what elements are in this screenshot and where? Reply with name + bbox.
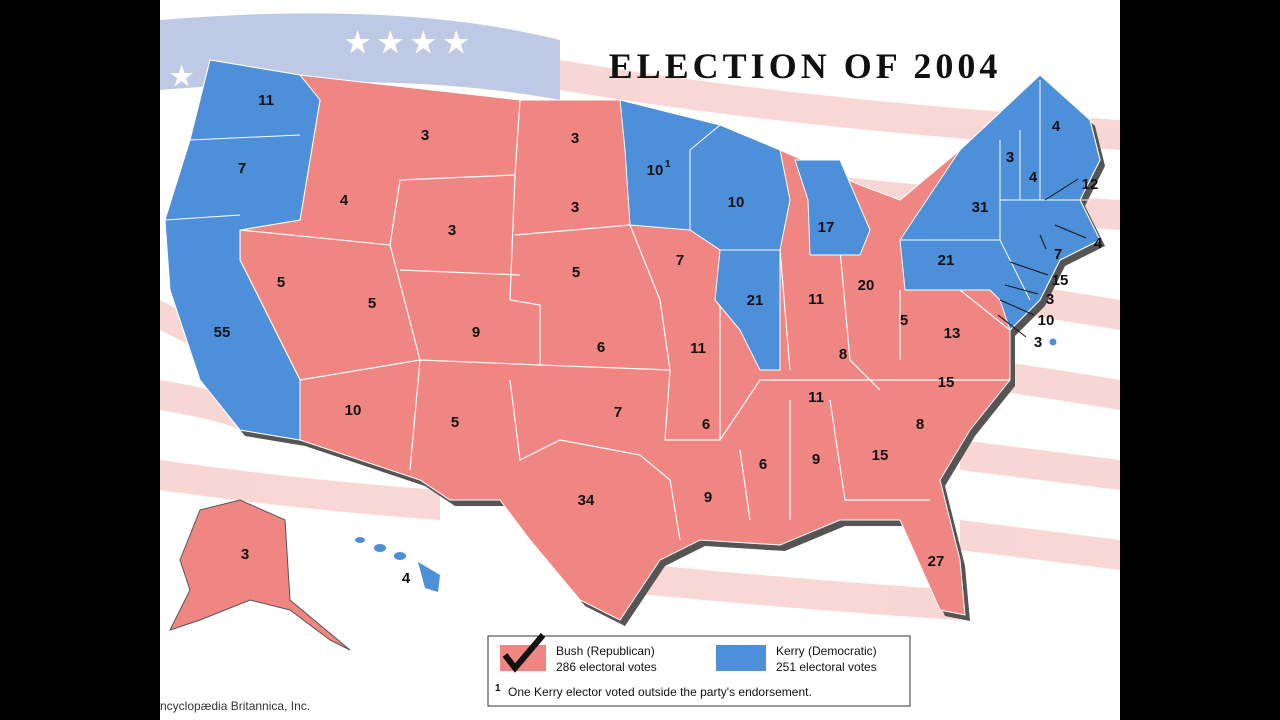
electoral-votes: 15 xyxy=(872,447,889,464)
electoral-votes: 6 xyxy=(759,456,767,473)
kerry-swatch xyxy=(716,645,766,671)
electoral-votes: 3 xyxy=(448,222,456,239)
legend-label: 286 electoral votes xyxy=(556,660,657,674)
state-borders-midwest xyxy=(689,124,780,251)
electoral-votes: 10 xyxy=(345,402,362,419)
electoral-votes: 11 xyxy=(808,389,824,406)
leader-line xyxy=(1039,234,1047,250)
hawaii-shape xyxy=(355,537,440,592)
electoral-votes: 5 xyxy=(277,274,285,291)
electoral-votes: 27 xyxy=(928,553,945,570)
electoral-votes: 21 xyxy=(747,292,764,309)
electoral-votes: 4 xyxy=(402,570,411,587)
legend-box xyxy=(487,635,911,707)
electoral-votes: 15 xyxy=(938,374,955,391)
electoral-votes: 4 xyxy=(1052,118,1061,135)
electoral-votes: 20 xyxy=(858,277,875,294)
electoral-votes: 5 xyxy=(900,312,908,329)
electoral-votes: 8 xyxy=(916,416,924,433)
state-borders-west xyxy=(164,134,301,221)
electoral-votes: 31 xyxy=(972,199,989,216)
electoral-votes: 4 xyxy=(340,192,349,209)
dc-dot xyxy=(1049,338,1057,346)
legend-label: Kerry (Democratic) xyxy=(776,644,877,658)
electoral-votes: 7 xyxy=(1054,246,1062,263)
electoral-votes: 7 xyxy=(238,160,246,177)
svg-text:★: ★ xyxy=(170,61,194,91)
footnote-ref: 1 xyxy=(665,159,671,170)
electoral-votes: 3 xyxy=(421,127,429,144)
electoral-votes: 4 xyxy=(1094,235,1103,252)
electoral-votes: 3 xyxy=(1046,291,1054,308)
electoral-votes: 3 xyxy=(571,199,579,216)
electoral-votes: 11 xyxy=(690,340,706,357)
leader-line xyxy=(999,299,1035,316)
electoral-votes: 5 xyxy=(572,264,580,281)
map-title: ELECTION OF 2004 xyxy=(609,46,1002,86)
electoral-votes: 3 xyxy=(241,546,249,563)
footnote-marker: 1 xyxy=(495,683,501,694)
leader-line xyxy=(1004,284,1039,295)
electoral-votes: 9 xyxy=(812,451,820,468)
electoral-votes: 5 xyxy=(451,414,459,431)
electoral-votes: 9 xyxy=(704,489,712,506)
state-borders-northeast xyxy=(900,80,1090,301)
footnote: One Kerry elector voted outside the part… xyxy=(508,685,812,699)
electoral-votes: 34 xyxy=(578,492,595,509)
credit: ncyclopædia Britannica, Inc. xyxy=(160,699,310,713)
electoral-votes: 10 xyxy=(728,194,745,211)
electoral-votes: 13 xyxy=(944,325,961,342)
alaska-shape xyxy=(169,499,351,651)
electoral-votes: 15 xyxy=(1052,272,1069,289)
electoral-votes: 8 xyxy=(839,346,847,363)
leader-line xyxy=(1044,178,1079,201)
electoral-votes: 21 xyxy=(938,252,955,269)
electoral-votes: 55 xyxy=(214,324,231,341)
electoral-votes: 11 xyxy=(258,92,274,109)
electoral-votes: 4 xyxy=(1029,169,1038,186)
legend: Bush (Republican) 286 electoral votes Ke… xyxy=(487,633,911,707)
electoral-votes: 7 xyxy=(676,252,684,269)
kerry-michigan xyxy=(794,159,871,256)
electoral-votes: 10 xyxy=(647,162,664,179)
leader-line xyxy=(997,314,1027,338)
electoral-votes: 17 xyxy=(818,219,835,236)
electoral-votes: 6 xyxy=(597,339,605,356)
leader-line xyxy=(1009,261,1049,276)
electoral-votes: 12 xyxy=(1082,176,1099,193)
electoral-votes: 11 xyxy=(808,291,824,308)
electoral-votes: 3 xyxy=(571,130,579,147)
legend-label: Bush (Republican) xyxy=(556,644,655,658)
electoral-votes: 6 xyxy=(702,416,710,433)
kerry-midwest xyxy=(619,99,791,371)
electoral-votes: 10 xyxy=(1038,312,1055,329)
electoral-votes: 3 xyxy=(1006,149,1014,166)
checkmark xyxy=(502,633,546,673)
electoral-votes: 9 xyxy=(472,324,480,341)
svg-text:★ ★ ★ ★: ★ ★ ★ ★ xyxy=(345,27,469,58)
electoral-votes: 3 xyxy=(1034,334,1042,351)
kerry-west xyxy=(164,59,321,441)
leader-line xyxy=(1054,224,1087,239)
legend-label: 251 electoral votes xyxy=(776,660,877,674)
electoral-votes: 5 xyxy=(368,295,376,312)
electoral-votes: 7 xyxy=(614,404,622,421)
